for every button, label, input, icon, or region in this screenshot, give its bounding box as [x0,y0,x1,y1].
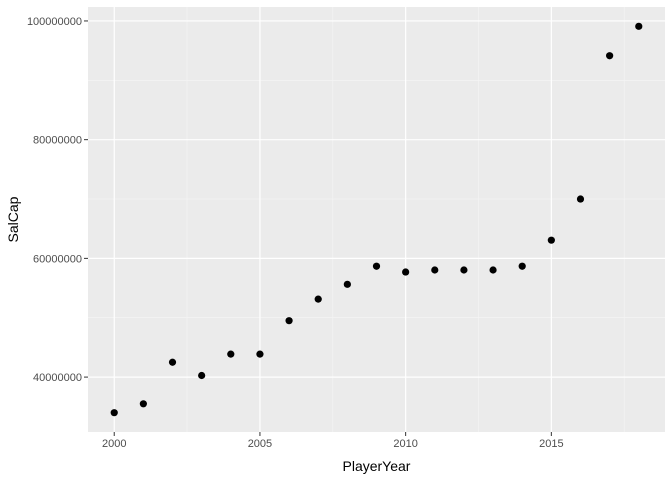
data-point [460,266,468,274]
data-point [198,371,206,380]
data-point [110,409,118,417]
y-tick-label: 60000000 [33,253,82,265]
data-point [431,266,439,274]
grid-lines [88,7,665,432]
y-axis-title: SalCap [5,196,21,242]
data-point [402,268,410,276]
x-tick-label: 2010 [393,438,417,450]
x-axis-title: PlayerYear [343,458,411,474]
data-point [256,350,264,358]
y-tick-label: 100000000 [27,16,82,28]
data-point [139,400,147,408]
y-tick-label: 40000000 [33,372,82,384]
data-point [576,195,585,203]
x-tick-label: 2005 [248,438,272,450]
x-tick-label: 2015 [539,438,563,450]
data-point [635,22,643,30]
data-points [110,22,643,417]
data-point [606,52,614,60]
plot-panel [88,7,665,432]
data-point [168,358,177,366]
data-point [518,262,526,270]
data-point [314,295,322,303]
axes: 2000 2005 2010 2015 40000000 60000000 80000000… [27,16,564,450]
data-point [227,350,235,358]
data-point [547,236,555,244]
data-point [372,262,381,270]
x-tick-label: 2000 [102,438,126,450]
data-point [489,266,497,274]
data-point [343,280,351,288]
data-point [285,317,293,325]
y-tick-label: 80000000 [33,135,82,147]
